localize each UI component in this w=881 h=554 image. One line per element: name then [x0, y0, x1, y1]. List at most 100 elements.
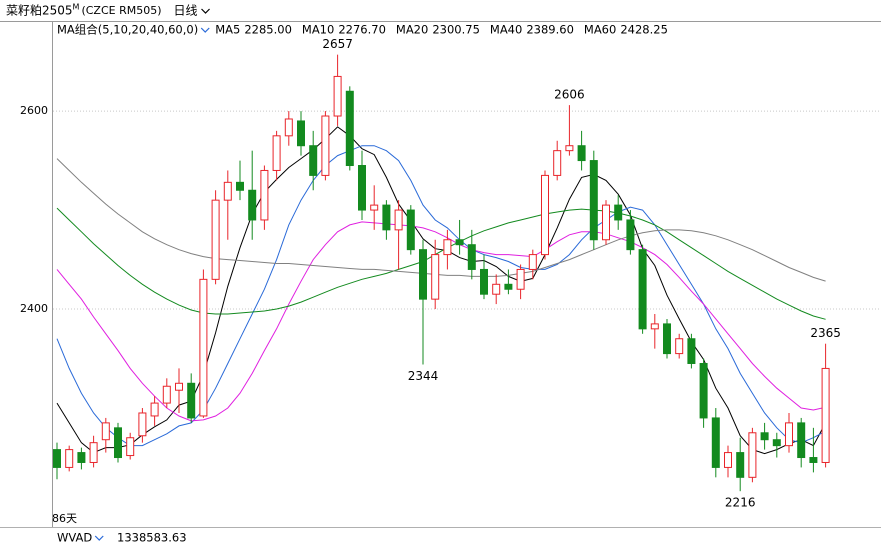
candle-body	[480, 268, 488, 295]
candle-body	[260, 169, 269, 221]
candle-body	[455, 239, 464, 246]
candle-body	[809, 457, 818, 463]
candle-body	[187, 382, 196, 419]
high-label: 2365	[810, 326, 841, 340]
subtitle: (CZCE RM505)	[81, 4, 161, 17]
candle-body	[663, 323, 671, 355]
legend-value: 2389.60	[526, 23, 574, 37]
candle-body	[772, 439, 781, 447]
candle-body	[333, 75, 342, 117]
candle-body	[175, 382, 183, 391]
legend-value: 2428.25	[620, 23, 668, 37]
days-label: 86天	[52, 512, 77, 525]
candle-body	[760, 432, 769, 441]
candle-body	[297, 120, 305, 147]
legend-value: 2276.70	[338, 23, 386, 37]
candle-body	[711, 417, 720, 468]
legend-name: MA60	[584, 23, 616, 37]
ma-line	[56, 158, 826, 282]
candle-body	[394, 209, 403, 231]
candle-body	[126, 437, 135, 457]
candle-body	[321, 115, 330, 176]
low-label: 2344	[408, 369, 439, 383]
candle-body	[797, 422, 806, 459]
candle-body	[162, 385, 171, 404]
candle-body	[516, 268, 525, 290]
candle-body	[77, 452, 86, 463]
period-dropdown[interactable]	[201, 8, 210, 14]
candle-body	[443, 239, 452, 256]
candle-body	[345, 90, 354, 167]
legend-value: 2285.00	[244, 23, 292, 37]
high-label: 2606	[554, 88, 585, 102]
candle-body	[382, 204, 391, 231]
legend-value: 2300.75	[432, 23, 480, 37]
candle-body	[736, 452, 745, 478]
candle-body	[89, 442, 98, 463]
candle-body	[626, 219, 635, 251]
candle-body	[199, 278, 208, 417]
candle-body	[65, 449, 74, 468]
legend-name: MA40	[490, 23, 522, 37]
candle-body	[53, 449, 61, 468]
candle-body	[431, 254, 440, 300]
ma-line	[56, 221, 826, 422]
candle-body	[724, 452, 732, 468]
candle-body	[565, 145, 574, 152]
indicator-dropdown[interactable]	[94, 535, 104, 541]
candle-body	[467, 244, 476, 270]
indicator-value: 1338583.63	[117, 531, 187, 545]
legend-name: MA10	[302, 23, 334, 37]
ma-group-dropdown[interactable]	[200, 27, 210, 33]
candle-body	[687, 338, 696, 364]
candle-body	[492, 283, 501, 295]
candle-body	[211, 199, 220, 280]
legend-name: MA20	[396, 23, 428, 37]
indicator-name[interactable]: WVAD	[57, 531, 92, 545]
period[interactable]: 日线	[174, 4, 198, 18]
candle-body	[675, 338, 684, 355]
candle-body	[589, 160, 598, 241]
high-label: 2657	[322, 37, 353, 51]
candle-body	[748, 432, 757, 478]
candle-body	[248, 189, 257, 221]
candle-body	[785, 422, 793, 447]
candle-body	[370, 204, 379, 211]
candle-body	[553, 150, 562, 176]
candle-body	[114, 427, 122, 459]
candle-body	[504, 283, 513, 290]
candle-body	[541, 174, 549, 256]
ma-group[interactable]: MA组合(5,10,20,40,60,0)	[57, 23, 198, 37]
candle-body	[528, 254, 537, 270]
candle-body	[138, 412, 147, 437]
candle-body	[223, 181, 232, 201]
header-bar	[0, 0, 881, 21]
candle-body	[406, 209, 415, 251]
ma-line	[56, 145, 826, 447]
ma-line	[56, 126, 827, 455]
candle-body	[309, 145, 318, 176]
candle-body	[614, 204, 623, 221]
title-sup: M	[73, 3, 80, 12]
candle-body	[272, 135, 281, 171]
candle-body	[101, 422, 110, 441]
low-label: 2216	[725, 496, 756, 510]
candle-body	[821, 367, 830, 463]
y-tick-label: 2600	[20, 104, 48, 117]
title: 菜籽粕2505	[6, 3, 73, 18]
candle-body	[236, 181, 244, 191]
candle-body	[284, 118, 293, 137]
legend-name: MA5	[215, 23, 240, 37]
candle-body	[577, 145, 586, 162]
candle-body	[638, 249, 647, 330]
y-tick-label: 2400	[20, 302, 48, 315]
candle-body	[650, 323, 659, 330]
candle-body	[358, 165, 366, 211]
candle-body	[602, 204, 610, 241]
candle-body	[419, 249, 427, 300]
candle-body	[699, 362, 708, 419]
candle-body	[150, 402, 159, 417]
ma-line	[56, 207, 826, 320]
